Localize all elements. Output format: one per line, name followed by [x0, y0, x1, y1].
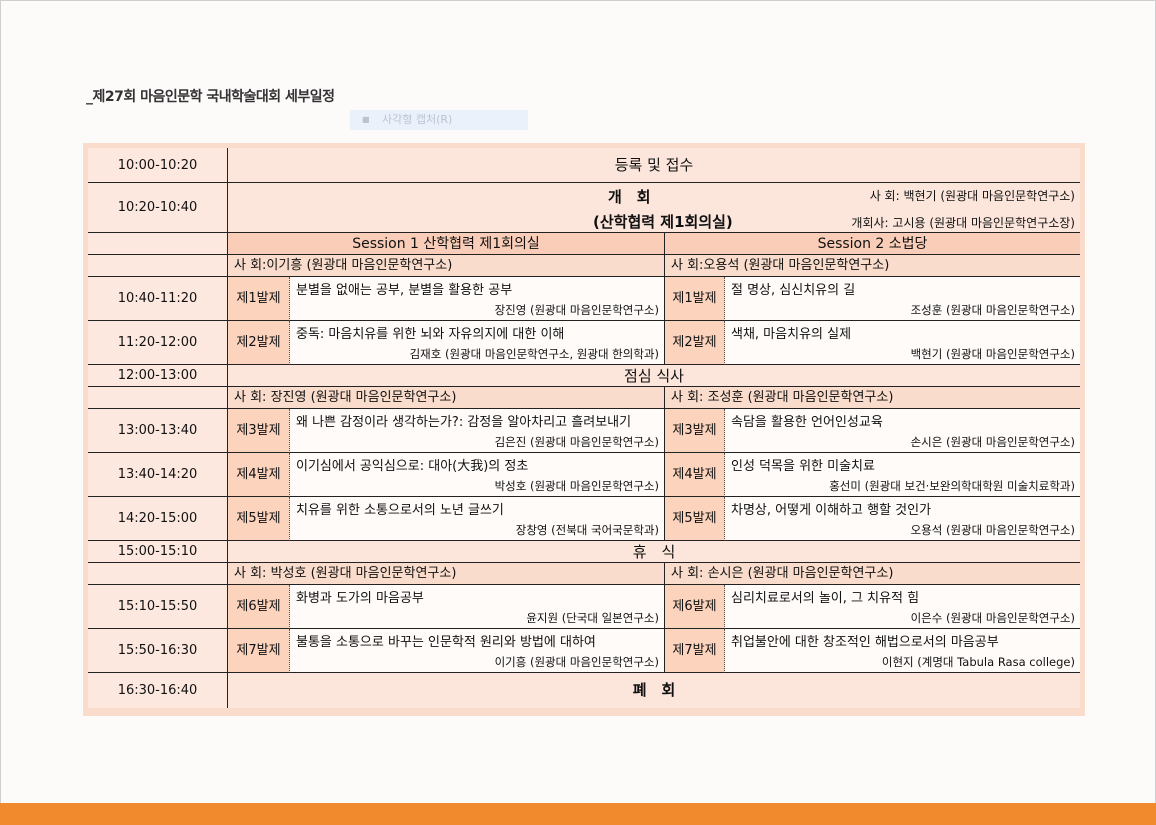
- talk-speaker: 손시은 (원광대 마음인문학연구소): [910, 435, 1075, 449]
- moderator-left: 사 회: 박성호 (원광대 마음인문학연구소): [228, 563, 665, 585]
- talk-speaker: 이은수 (원광대 마음인문학연구소): [910, 611, 1075, 625]
- bottom-bar: [0, 803, 1156, 825]
- talk-speaker: 이현지 (계명대 Tabula Rasa college): [881, 655, 1075, 669]
- time-cell: 16:30-16:40: [88, 673, 228, 708]
- opening-title: 개 회: [608, 188, 651, 206]
- capture-label: 사각형 캡처(R): [382, 113, 453, 126]
- moderator-left: 사 회: 장진영 (원광대 마음인문학연구소): [228, 387, 665, 409]
- talk-speaker: 윤지원 (단국대 일본연구소): [526, 611, 659, 625]
- talk-title: 분별을 없애는 공부, 분별을 활용한 공부: [296, 283, 513, 298]
- talk-number-right: 제5발제: [665, 497, 725, 541]
- talk-speaker: 장창영 (전북대 국어국문학과): [515, 523, 659, 537]
- talk-speaker: 오용석 (원광대 마음인문학연구소): [910, 523, 1075, 537]
- talk-title: 왜 나쁜 감정이라 생각하는가?: 감정을 알아차리고 흘려보내기: [296, 415, 632, 430]
- time-cell: 15:50-16:30: [88, 629, 228, 673]
- time-cell: 10:40-11:20: [88, 277, 228, 321]
- moderator-left: 사 회:이기흥 (원광대 마음인문학연구소): [228, 255, 665, 277]
- talk-title: 이기심에서 공익심으로: 대아(大我)의 정초: [296, 459, 529, 474]
- talk-speaker: 이기흥 (원광대 마음인문학연구소): [494, 655, 659, 669]
- talk-number-right: 제4발제: [665, 453, 725, 497]
- talk-title: 중독: 마음치유를 위한 뇌와 자유의지에 대한 이해: [296, 327, 565, 342]
- talk-number-right: 제7발제: [665, 629, 725, 673]
- talk-number-right: 제2발제: [665, 321, 725, 365]
- break-label: 휴 식: [228, 541, 1080, 563]
- talk-speaker: 김은진 (원광대 마음인문학연구소): [494, 435, 659, 449]
- talk-title: 취업불안에 대한 창조적인 해법으로서의 마음공부: [731, 635, 999, 650]
- talk-speaker: 장진영 (원광대 마음인문학연구소): [494, 303, 659, 317]
- talk-title: 차명상, 어떻게 이해하고 행할 것인가: [731, 503, 932, 518]
- registration-label: 등록 및 접수: [228, 148, 1080, 183]
- talk-number-left: 제4발제: [228, 453, 290, 497]
- moderator-right: 사 회: 손시은 (원광대 마음인문학연구소): [665, 563, 1080, 585]
- page-title: _제27회 마음인문학 국내학술대회 세부일정: [86, 89, 335, 105]
- talk-number-left: 제1발제: [228, 277, 290, 321]
- talk-number-left: 제7발제: [228, 629, 290, 673]
- time-cell-empty: [88, 563, 228, 585]
- talk-number-right: 제1발제: [665, 277, 725, 321]
- session-2-header: Session 2 소법당: [665, 233, 1080, 255]
- time-cell-empty: [88, 233, 228, 255]
- talk-speaker: 홍선미 (원광대 보건·보완의학대학원 미술치료학과): [829, 479, 1075, 493]
- talk-number-left: 제5발제: [228, 497, 290, 541]
- time-cell: 13:40-14:20: [88, 453, 228, 497]
- moderator-right: 사 회:오용석 (원광대 마음인문학연구소): [665, 255, 1080, 277]
- capture-overlay[interactable]: ■ 사각형 캡처(R): [350, 110, 528, 130]
- capture-icon: ■: [362, 115, 370, 124]
- moderator-right: 사 회: 조성훈 (원광대 마음인문학연구소): [665, 387, 1080, 409]
- time-cell-empty: [88, 255, 228, 277]
- time-cell: 14:20-15:00: [88, 497, 228, 541]
- talk-title: 불통을 소통으로 바꾸는 인문학적 원리와 방법에 대하여: [296, 635, 596, 650]
- talk-number-left: 제3발제: [228, 409, 290, 453]
- session-1-header: Session 1 산학협력 제1회의실: [228, 233, 665, 255]
- time-cell: 12:00-13:00: [88, 365, 228, 387]
- schedule-table: 10:00-10:20 등록 및 접수 10:20-10:40 개 회 (산학협력 제1…: [83, 143, 1085, 716]
- time-cell: 13:00-13:40: [88, 409, 228, 453]
- talk-title: 화병과 도가의 마음공부: [296, 591, 424, 606]
- talk-speaker: 김재호 (원광대 마음인문학연구소, 원광대 한의학과): [409, 347, 659, 361]
- time-cell: 15:10-15:50: [88, 585, 228, 629]
- talk-number-left: 제6발제: [228, 585, 290, 629]
- talk-title: 인성 덕목을 위한 미술치료: [731, 459, 875, 474]
- lunch-label: 점심 식사: [228, 365, 1080, 387]
- talk-number-right: 제3발제: [665, 409, 725, 453]
- time-cell: 10:20-10:40: [88, 183, 228, 233]
- opening-cell: 개 회 (산학협력 제1회의실) 사 회: 백현기 (원광대 마음인문학연구소) 개회…: [228, 183, 1080, 233]
- time-cell: 15:00-15:10: [88, 541, 228, 563]
- time-cell-empty: [88, 387, 228, 409]
- talk-number-right: 제6발제: [665, 585, 725, 629]
- talk-number-left: 제2발제: [228, 321, 290, 365]
- talk-title: 절 명상, 심신치유의 길: [731, 283, 856, 298]
- talk-title: 속담을 활용한 언어인성교육: [731, 415, 883, 430]
- opening-moderator: 사 회: 백현기 (원광대 마음인문학연구소): [869, 189, 1075, 203]
- time-cell: 11:20-12:00: [88, 321, 228, 365]
- time-cell: 10:00-10:20: [88, 148, 228, 183]
- talk-speaker: 조성훈 (원광대 마음인문학연구소): [910, 303, 1075, 317]
- talk-title: 색채, 마음치유의 실제: [731, 327, 852, 342]
- talk-title: 심리치료로서의 놀이, 그 치유적 힘: [731, 591, 920, 606]
- opening-venue: (산학협력 제1회의실): [593, 213, 733, 231]
- talk-speaker: 박성호 (원광대 마음인문학연구소): [494, 479, 659, 493]
- talk-title: 치유를 위한 소통으로서의 노년 글쓰기: [296, 503, 504, 518]
- closing-label: 폐 회: [228, 673, 1080, 708]
- talk-speaker: 백현기 (원광대 마음인문학연구소): [910, 347, 1075, 361]
- opening-speech: 개회사: 고시용 (원광대 마음인문학연구소장): [851, 216, 1075, 230]
